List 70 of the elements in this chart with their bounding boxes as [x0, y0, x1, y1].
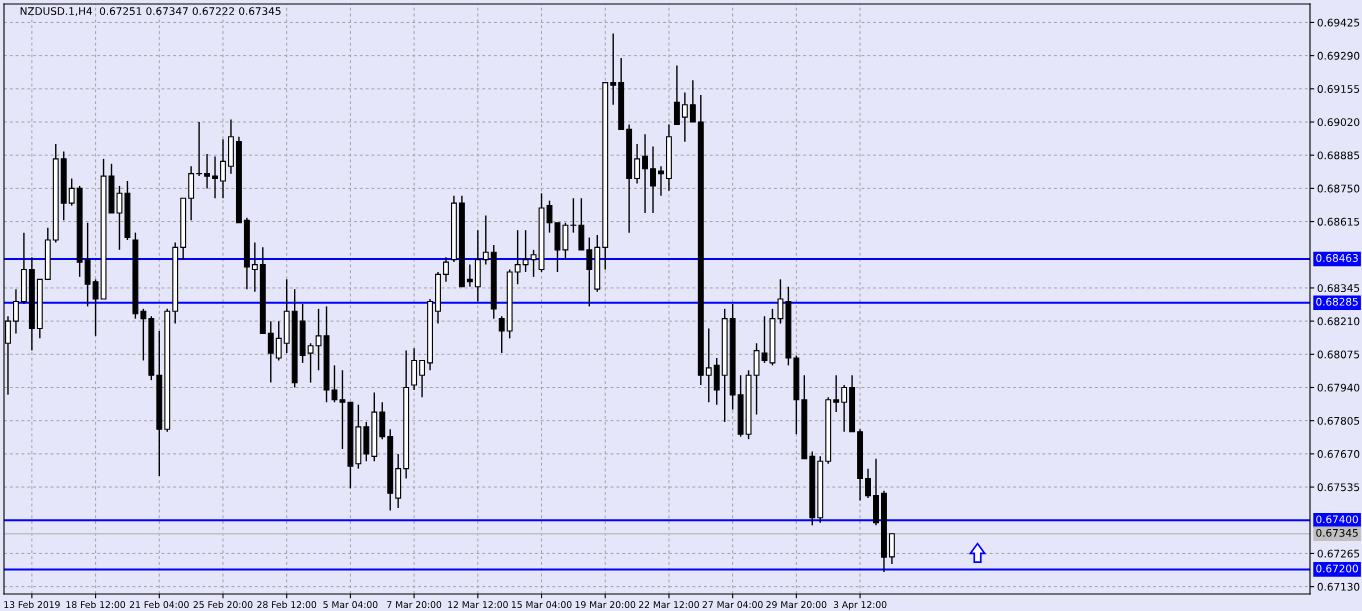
- candlestick: [841, 384, 848, 433]
- x-tick-label: 12 Mar 12:00: [448, 601, 508, 609]
- candlestick: [634, 143, 641, 185]
- candlestick: [833, 374, 840, 413]
- x-tick-label: 25 Feb 20:00: [193, 600, 253, 609]
- candlestick: [586, 236, 593, 308]
- y-tick-label: 0.67805: [1317, 416, 1360, 425]
- candlestick: [251, 241, 258, 293]
- candlestick: [140, 308, 147, 362]
- candlestick: [68, 177, 75, 207]
- y-tick-label: 0.68750: [1317, 184, 1360, 193]
- candlestick: [689, 79, 696, 123]
- candlestick: [220, 138, 226, 199]
- candlestick: [196, 121, 203, 177]
- ref-line-label: 0.67200: [1316, 564, 1358, 573]
- candlestick: [522, 229, 529, 273]
- chart-title: NZDUSD.1,H4 0.67251 0.67347 0.67222 0.67345: [20, 7, 281, 17]
- candlestick: [681, 91, 688, 143]
- x-tick-label: 19 Mar 20:00: [575, 601, 636, 609]
- x-tick-label: 18 Feb 12:00: [66, 600, 126, 609]
- x-tick-label: 22 Mar 12:00: [639, 601, 699, 609]
- y-tick-label: 0.68885: [1317, 151, 1360, 160]
- y-tick-label: 0.68345: [1317, 284, 1360, 293]
- x-tick-label: 15 Mar 04:00: [511, 601, 572, 609]
- y-tick-label: 0.67130: [1317, 582, 1360, 591]
- x-tick-label: 3 Apr 12:00: [833, 601, 887, 610]
- y-tick-label: 0.69290: [1317, 51, 1360, 60]
- candlestick: [498, 315, 505, 354]
- candlestick: [658, 165, 664, 197]
- x-tick-label: 29 Mar 20:00: [766, 601, 827, 609]
- candlestick: [514, 229, 521, 285]
- x-tick-label: 21 Feb 04:00: [129, 600, 189, 609]
- y-tick-label: 0.68615: [1317, 217, 1360, 226]
- y-tick-label: 0.67670: [1317, 450, 1360, 458]
- candlestick: [482, 214, 489, 266]
- ref-line-label: 0.68285: [1316, 297, 1358, 306]
- candlestick: [888, 532, 895, 565]
- candlestick: [705, 327, 712, 403]
- candlestick: [443, 256, 449, 283]
- x-tick-label: 28 Feb 12:00: [257, 600, 317, 609]
- y-tick-label: 0.67535: [1317, 483, 1360, 492]
- candlestick: [92, 278, 99, 337]
- y-tick-label: 0.67265: [1317, 549, 1360, 558]
- y-tick-label: 0.68075: [1317, 350, 1360, 359]
- candlestick: [13, 288, 19, 335]
- y-tick-label: 0.69020: [1317, 118, 1360, 127]
- y-tick-label: 0.67940: [1317, 383, 1360, 392]
- candlestick: [419, 359, 426, 399]
- candlestick: [275, 320, 282, 362]
- candlestick: [642, 133, 648, 214]
- y-tick-label: 0.69155: [1317, 85, 1360, 93]
- ref-line-label: 0.67400: [1316, 515, 1358, 524]
- candlestick: [865, 467, 871, 499]
- x-tick-label: 13 Feb 2019: [4, 600, 60, 609]
- candlestick: [610, 32, 617, 106]
- candlestick: [212, 155, 218, 199]
- candlestick: [307, 342, 314, 384]
- candlestick: [466, 263, 473, 288]
- y-tick-label: 0.69425: [1317, 18, 1360, 27]
- x-tick-label: 27 Mar 04:00: [702, 601, 763, 609]
- candlestick: [570, 197, 577, 234]
- y-tick-label: 0.68210: [1317, 317, 1360, 326]
- candlestick: [267, 320, 274, 384]
- x-tick-label: 5 Mar 04:00: [323, 601, 378, 609]
- candlestick: [673, 64, 680, 126]
- ref-line-label: 0.68463: [1316, 254, 1358, 262]
- candlestick: [204, 153, 211, 190]
- candlestick: [650, 145, 656, 214]
- ref-line-label: 0.67345: [1316, 528, 1358, 537]
- x-tick-label: 7 Mar 20:00: [387, 601, 442, 609]
